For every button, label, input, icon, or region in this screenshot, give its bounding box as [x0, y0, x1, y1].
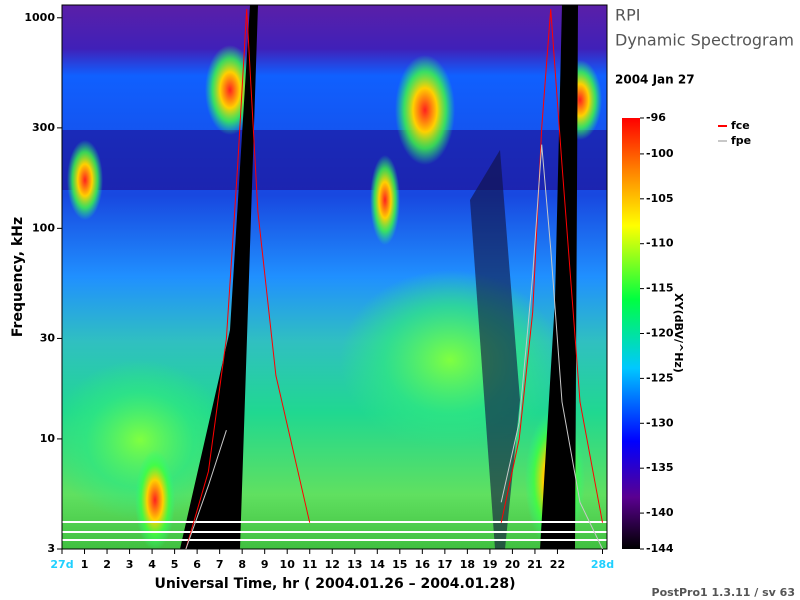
- x-tick-label: 6: [193, 558, 201, 571]
- y-tick-label: 100: [32, 221, 55, 234]
- plot-frame: [61, 4, 608, 550]
- x-tick-label: 11: [302, 558, 317, 571]
- x-tick-label: 16: [415, 558, 431, 571]
- x-tick-label: 13: [347, 558, 362, 571]
- x-tick-label: 12: [325, 558, 340, 571]
- x-tick-label: 7: [216, 558, 224, 571]
- x-tick-label: 27d: [50, 558, 73, 571]
- colorbar: [622, 118, 640, 549]
- legend-label: fpe: [731, 134, 751, 147]
- x-tick-label: 8: [238, 558, 246, 571]
- x-tick-label: 2: [103, 558, 111, 571]
- x-tick-label: 4: [148, 558, 156, 571]
- subtitle: Dynamic Spectrogram: [615, 31, 794, 50]
- x-tick-label: 18: [460, 558, 475, 571]
- x-tick-label: 14: [370, 558, 386, 571]
- colorbar-tick-label: -115: [646, 282, 674, 295]
- y-axis-label: Frequency, kHz: [10, 217, 26, 337]
- y-tick-label: 3: [47, 542, 55, 555]
- colorbar-tick-label: -105: [646, 192, 674, 205]
- colorbar-tick-label: -144: [646, 542, 674, 555]
- colorbar-tick-label: -96: [646, 111, 666, 124]
- x-tick-label: 15: [392, 558, 407, 571]
- legend-label: fce: [731, 119, 750, 132]
- colorbar-tick-label: -130: [646, 416, 674, 429]
- x-tick-label: 28d: [591, 558, 614, 571]
- colorbar-tick-label: -135: [646, 461, 674, 474]
- colorbar-tick-label: -140: [646, 506, 674, 519]
- footer: PostPro1 1.3.11 / sv 63: [652, 586, 795, 599]
- x-tick-label: 20: [505, 558, 521, 571]
- x-tick-label: 9: [261, 558, 269, 571]
- colorbar-tick-label: -110: [646, 237, 674, 250]
- x-tick-label: 5: [171, 558, 179, 571]
- x-tick-label: 21: [527, 558, 542, 571]
- colorbar-label: XY(dBV/^Hz): [672, 293, 685, 373]
- series-line: [185, 144, 603, 549]
- y-tick-label: 30: [40, 331, 56, 344]
- series-line: [185, 9, 603, 549]
- y-tick-label: 1000: [24, 11, 55, 24]
- x-axis-label: Universal Time, hr ( 2004.01.26 – 2004.0…: [154, 576, 515, 592]
- title: RPI: [615, 6, 640, 25]
- x-tick-label: 3: [126, 558, 134, 571]
- x-tick-label: 22: [550, 558, 565, 571]
- colorbar-tick-label: -125: [646, 371, 674, 384]
- colorbar-tick-label: -100: [646, 147, 674, 160]
- x-tick-label: 17: [437, 558, 452, 571]
- x-tick-label: 1: [81, 558, 89, 571]
- x-tick-label: 10: [280, 558, 296, 571]
- y-tick-label: 300: [32, 121, 55, 134]
- x-tick-label: 19: [482, 558, 497, 571]
- colorbar-tick-label: -120: [646, 327, 674, 340]
- date: 2004 Jan 27: [615, 73, 695, 87]
- spectrogram-image: [62, 5, 607, 549]
- y-tick-label: 10: [40, 432, 56, 445]
